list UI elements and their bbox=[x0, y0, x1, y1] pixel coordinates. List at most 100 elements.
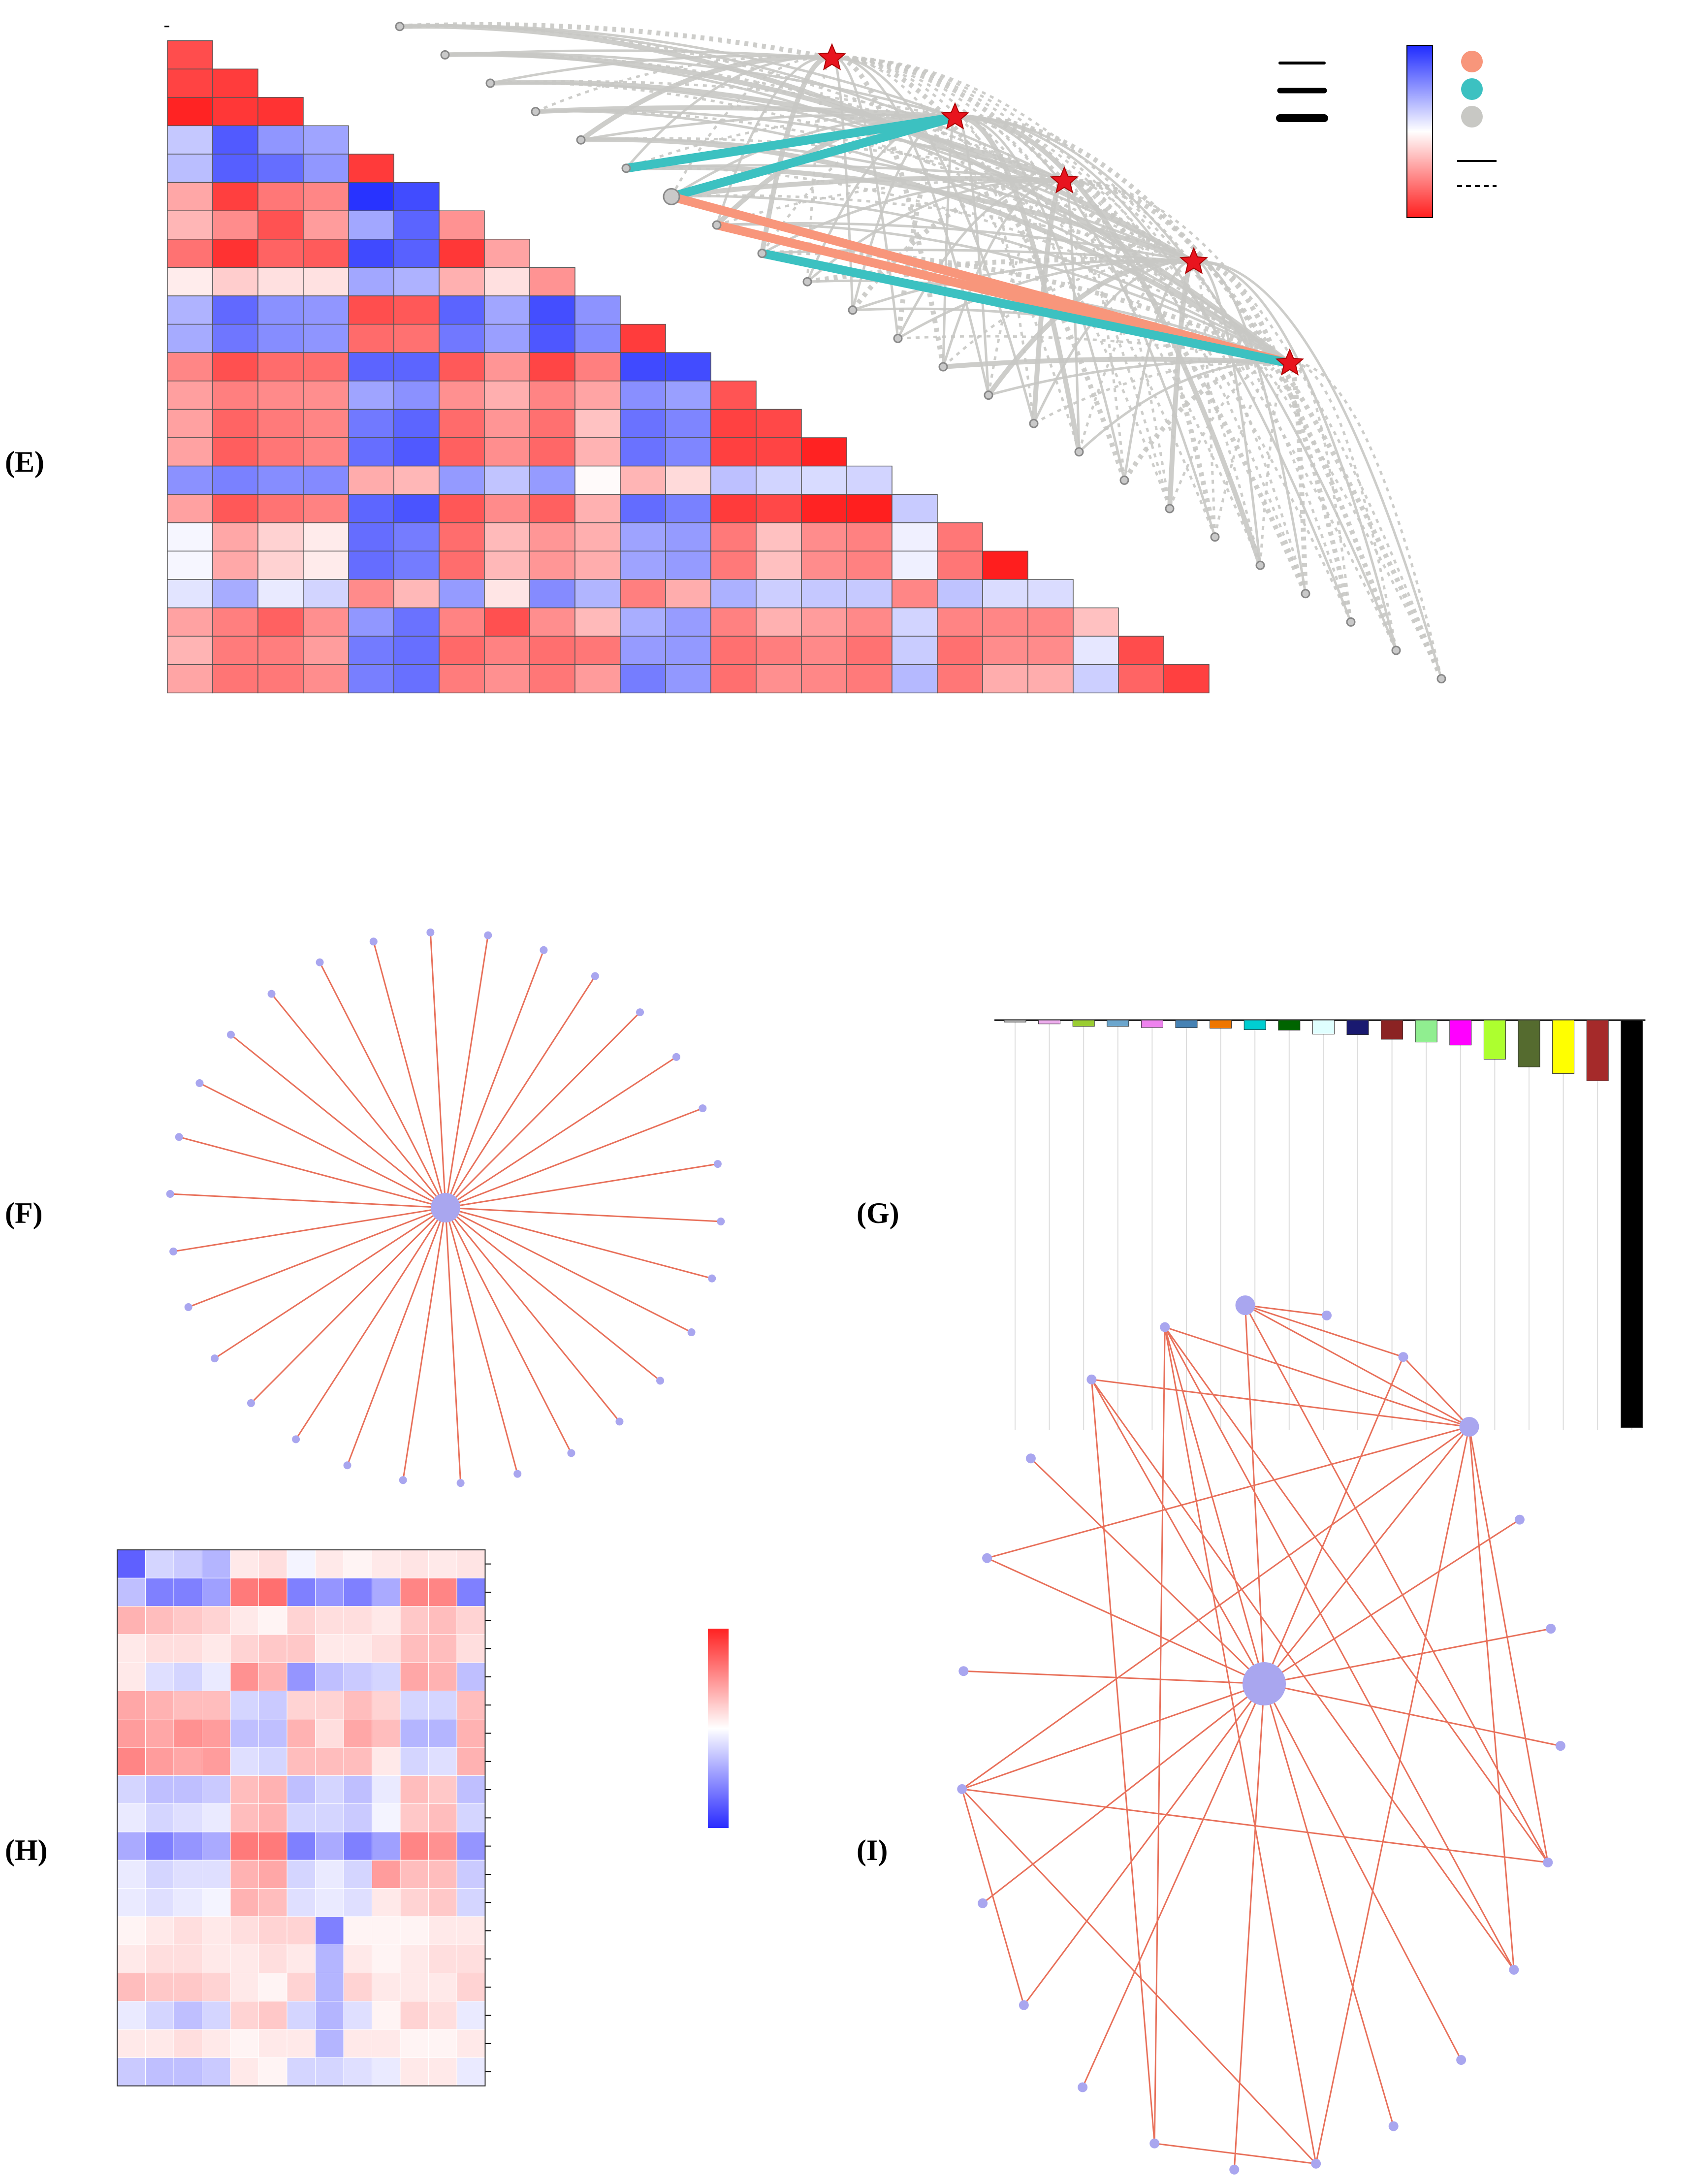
heatmap-cell bbox=[710, 465, 757, 495]
h-cell bbox=[428, 1691, 457, 1720]
variable-node bbox=[1391, 645, 1401, 655]
h-cell bbox=[230, 1747, 259, 1776]
mantel-link bbox=[831, 55, 1127, 482]
variable-node bbox=[531, 107, 541, 117]
h-cell bbox=[372, 1775, 401, 1804]
i-network-edge bbox=[1023, 1683, 1265, 2006]
h-cell bbox=[400, 1691, 429, 1720]
h-cell bbox=[117, 2029, 146, 2058]
h-cell bbox=[258, 1775, 287, 1804]
network-node bbox=[195, 1079, 204, 1087]
heatmap-cell bbox=[439, 381, 485, 410]
h-cell bbox=[372, 1916, 401, 1945]
variable-node bbox=[1165, 504, 1175, 514]
g-bar bbox=[1312, 1020, 1335, 1035]
heatmap-cell bbox=[257, 636, 304, 665]
mantel-link bbox=[1193, 260, 1443, 679]
heatmap-cell bbox=[665, 465, 711, 495]
network-edge bbox=[445, 1012, 641, 1209]
heatmap-cell bbox=[257, 494, 304, 523]
heatmap-cell bbox=[529, 664, 575, 694]
heatmap-cell bbox=[982, 607, 1028, 637]
h-cell bbox=[372, 1888, 401, 1917]
h-cell bbox=[145, 1691, 174, 1720]
h-cell bbox=[315, 1691, 344, 1720]
i-network-edge bbox=[1263, 1426, 1470, 1684]
heatmap-cell bbox=[303, 522, 349, 552]
network-edge bbox=[429, 932, 446, 1208]
heatmap-cell bbox=[212, 239, 258, 268]
h-cell bbox=[230, 1719, 259, 1748]
i-network-edge bbox=[1468, 1426, 1549, 1863]
h-cell bbox=[287, 2029, 316, 2058]
h-cell bbox=[145, 1803, 174, 1832]
network-edge bbox=[402, 1207, 446, 1480]
heatmap-cell bbox=[212, 465, 258, 495]
h-cell bbox=[456, 1775, 485, 1804]
h-cell bbox=[287, 2057, 316, 2087]
heatmap-cell bbox=[303, 579, 349, 609]
h-cell bbox=[258, 2057, 287, 2087]
h-cell bbox=[456, 1860, 485, 1889]
i-network-node bbox=[1555, 1741, 1565, 1751]
i-network-node bbox=[982, 1553, 992, 1563]
heatmap-cell bbox=[212, 68, 258, 98]
heatmap-cell bbox=[982, 664, 1028, 694]
h-cell bbox=[258, 1803, 287, 1832]
panel-label-e: (E) bbox=[5, 446, 44, 478]
h-cell bbox=[428, 1549, 457, 1578]
i-network-edge bbox=[1164, 1326, 1549, 1863]
h-cell bbox=[117, 1944, 146, 1973]
heatmap-cell bbox=[393, 409, 440, 438]
h-cell bbox=[202, 1831, 231, 1861]
heatmap-cell bbox=[620, 550, 666, 580]
g-bar bbox=[1586, 1020, 1609, 1081]
heatmap-cell bbox=[303, 664, 349, 694]
heatmap-cell bbox=[212, 636, 258, 665]
i-network-node bbox=[1086, 1374, 1097, 1384]
i-network-edge bbox=[1244, 1305, 1265, 1684]
h-cell bbox=[202, 1577, 231, 1607]
i-network-edge bbox=[1153, 1327, 1166, 2144]
network-edge bbox=[445, 1207, 518, 1474]
g-bar bbox=[1346, 1020, 1369, 1035]
heatmap-cell bbox=[801, 664, 847, 694]
heatmap-cell bbox=[212, 522, 258, 552]
heatmap-cell bbox=[801, 607, 847, 637]
mantel-link bbox=[1064, 180, 1262, 566]
heatmap-cell bbox=[212, 125, 258, 155]
mantel-link bbox=[1289, 361, 1398, 651]
heatmap-cell bbox=[303, 125, 349, 155]
network-edge bbox=[347, 1207, 446, 1466]
h-cell bbox=[456, 1549, 485, 1578]
h-cell bbox=[230, 1803, 259, 1832]
heatmap-cell bbox=[529, 636, 575, 665]
heatmap-cell bbox=[710, 409, 757, 438]
mantel-link bbox=[760, 55, 833, 254]
network-edge bbox=[445, 1207, 712, 1280]
heatmap-cell bbox=[257, 550, 304, 580]
heatmap-cell bbox=[257, 239, 304, 268]
heatmap-cell bbox=[1118, 636, 1164, 665]
h-cell bbox=[456, 1662, 485, 1691]
heatmap-cell bbox=[393, 607, 440, 637]
h-cell bbox=[145, 1747, 174, 1776]
h-cell bbox=[343, 2001, 372, 2030]
mantel-link bbox=[955, 115, 1035, 424]
h-cell bbox=[117, 1634, 146, 1663]
h-cell bbox=[400, 1860, 429, 1889]
network-edge bbox=[373, 941, 446, 1208]
mantel-link bbox=[955, 114, 1082, 452]
pathway-star bbox=[1275, 348, 1305, 376]
g-bar bbox=[1072, 1020, 1095, 1027]
i-network-node bbox=[1229, 2164, 1240, 2175]
network-node bbox=[247, 1399, 255, 1407]
heatmap-cell bbox=[303, 323, 349, 353]
heatmap-cell bbox=[801, 579, 847, 609]
h-cell bbox=[343, 1803, 372, 1832]
i-network-node bbox=[1398, 1352, 1408, 1362]
network-node bbox=[636, 1008, 644, 1017]
heatmap-cell bbox=[801, 465, 847, 495]
h-cell bbox=[173, 1916, 202, 1945]
h-cell bbox=[117, 1577, 146, 1607]
